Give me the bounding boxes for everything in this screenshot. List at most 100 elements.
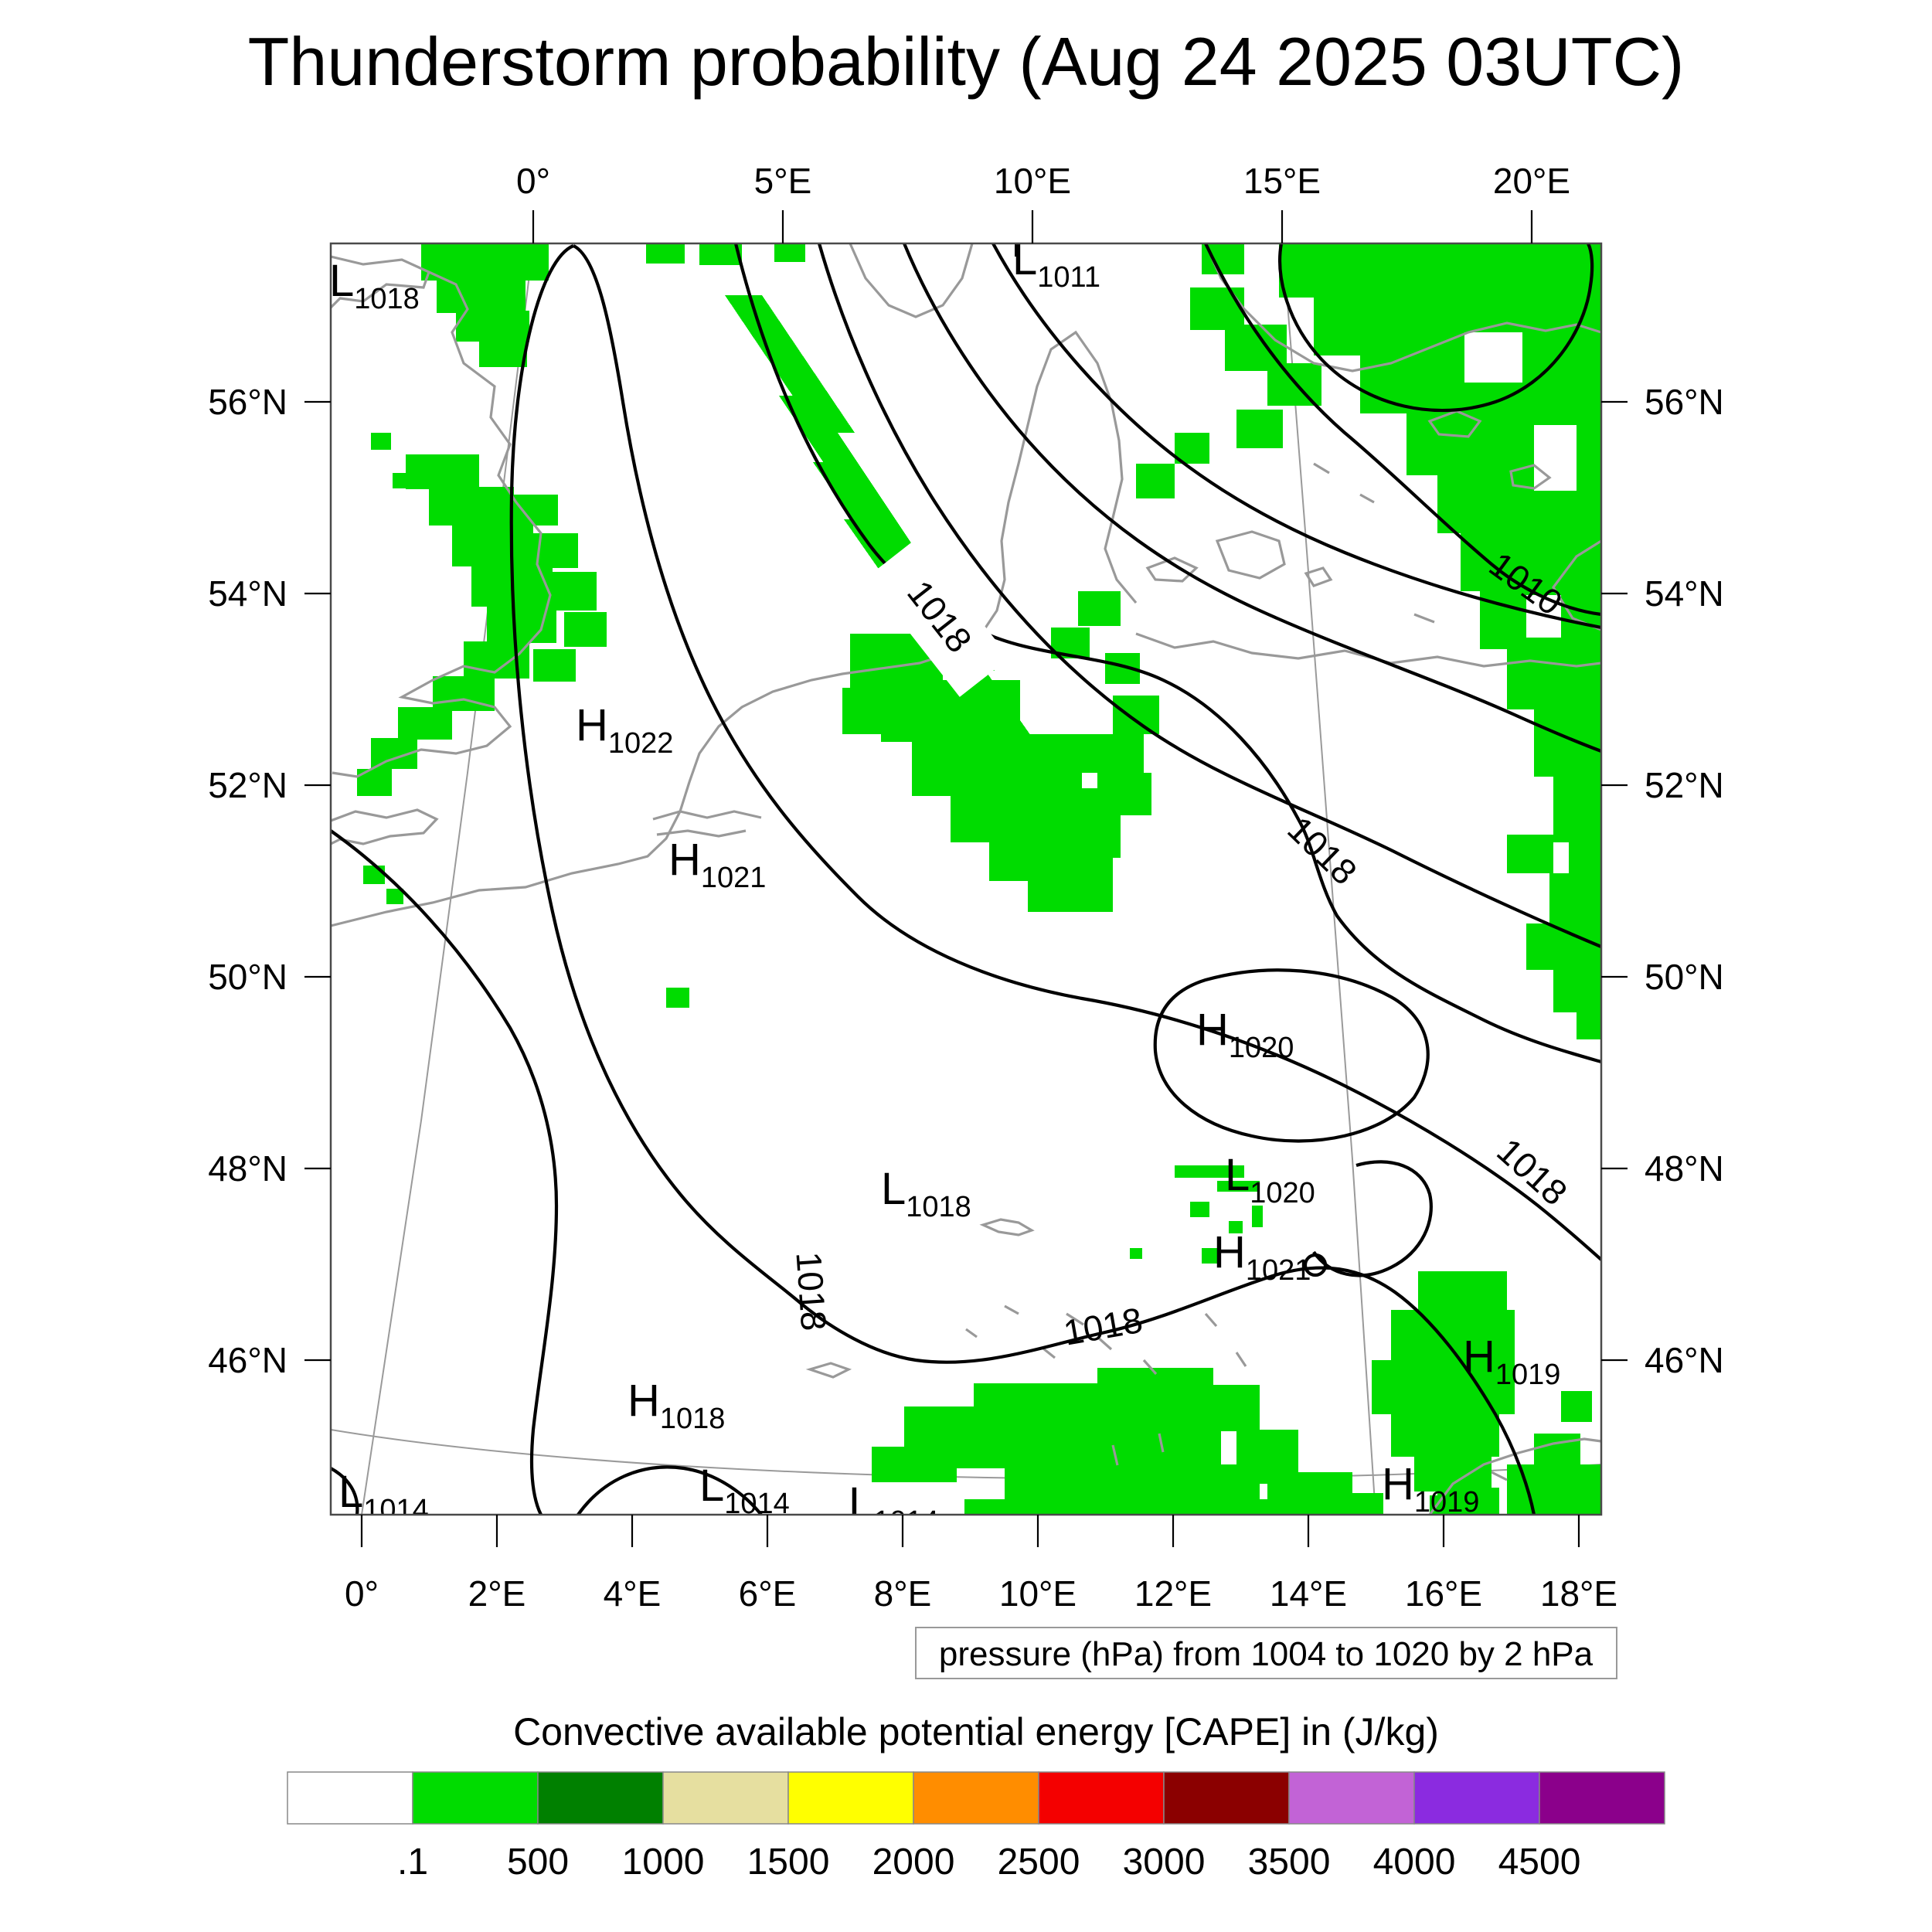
isobars xyxy=(331,243,1601,1515)
cape-region-nw-germany xyxy=(666,634,1159,1008)
cape-region-baltic-south xyxy=(1526,873,1601,1039)
axis-ticks xyxy=(304,210,1628,1547)
legend-tick-label: 4500 xyxy=(1498,1842,1581,1883)
left-axis-label: 50°N xyxy=(208,957,287,997)
contour-label: 1018 xyxy=(788,1250,834,1332)
cape-region-pannonia-specks xyxy=(1130,1165,1263,1264)
right-axis-label: 52°N xyxy=(1645,765,1724,805)
top-axis-label: 15°E xyxy=(1243,161,1321,201)
legend-cell xyxy=(913,1771,1039,1825)
pressure-center: L1011 xyxy=(1012,234,1100,294)
pressure-center: L1020 xyxy=(1225,1150,1315,1209)
pressure-center: L1014 xyxy=(338,1467,429,1526)
bottom-axis-label: 8°E xyxy=(874,1573,932,1614)
isobar-1014-corner xyxy=(331,1467,359,1515)
right-axis-label: 50°N xyxy=(1645,957,1724,997)
coastline-nl-delta xyxy=(652,810,762,838)
cape-shading xyxy=(357,243,1601,1515)
isobar-1021-pocket xyxy=(1312,1160,1433,1277)
legend-tick-label: 3000 xyxy=(1123,1842,1206,1883)
legend-cell xyxy=(1163,1771,1290,1825)
pressure-center-label-box xyxy=(842,1482,964,1515)
cape-legend: Convective available potential energy [C… xyxy=(287,1710,1665,1883)
pressure-caption-box xyxy=(915,1627,1617,1679)
right-axis-label: 56°N xyxy=(1645,382,1724,422)
legend-cell xyxy=(1288,1771,1415,1825)
left-axis-label: 52°N xyxy=(208,765,287,805)
top-axis-label: 20°E xyxy=(1493,161,1570,201)
axis-labels: 0° 5°E 10°E 15°E 20°E 56°N 54°N 52°N 50°… xyxy=(208,161,1724,1614)
isobar-1018-north xyxy=(733,243,1601,1064)
legend-tick-label: 500 xyxy=(507,1842,569,1883)
coastline-sweden xyxy=(1204,243,1601,490)
right-axis-label: 48°N xyxy=(1645,1148,1724,1189)
pressure-center: L1018 xyxy=(329,256,420,315)
bottom-axis-label: 4°E xyxy=(604,1573,662,1614)
legend-cell xyxy=(1539,1771,1665,1825)
cape-region-denmark xyxy=(1051,433,1209,684)
page-title: Thunderstorm probability (Aug 24 2025 03… xyxy=(248,23,1685,100)
left-axis-label: 48°N xyxy=(208,1148,287,1189)
bottom-axis-label: 0° xyxy=(345,1573,379,1614)
legend-tick-label: 1000 xyxy=(622,1842,705,1883)
cape-region-alps xyxy=(872,1368,1383,1515)
isobar-trough-3 xyxy=(992,243,1601,630)
bottom-axis-label: 6°E xyxy=(739,1573,797,1614)
cape-region-baltic-sweden xyxy=(1279,243,1601,900)
pressure-center: H1019 xyxy=(1463,1332,1560,1391)
contour-label-box xyxy=(866,538,1010,697)
legend-cell xyxy=(1038,1771,1165,1825)
bottom-axis-label: 12°E xyxy=(1134,1573,1212,1614)
pressure-center: H1021 xyxy=(1213,1227,1311,1287)
coastline-alpine-lakes xyxy=(965,1304,1508,1481)
coastline-danish-isles xyxy=(1145,530,1333,587)
coastline-baltic-gulf xyxy=(1313,462,1601,631)
isobar-1018-ridge-east xyxy=(572,244,1601,1261)
right-ticks xyxy=(1601,400,1628,1362)
top-axis-label: 10°E xyxy=(994,161,1071,201)
left-axis-label: 54°N xyxy=(208,573,287,614)
coastline-bodensee xyxy=(979,1218,1035,1236)
right-axis-label: 54°N xyxy=(1645,573,1724,614)
bottom-axis-label: 16°E xyxy=(1405,1573,1482,1614)
bottom-axis-label: 2°E xyxy=(468,1573,526,1614)
pressure-center: H1021 xyxy=(668,835,766,894)
isobar-small-closed xyxy=(1303,1253,1328,1277)
cape-region-ne-alps xyxy=(1372,1271,1515,1515)
isobar-trough-2 xyxy=(903,243,1601,753)
left-ticks xyxy=(304,400,331,1362)
legend-title: Convective available potential energy [C… xyxy=(513,1710,1439,1753)
graticule-meridian-15e xyxy=(1282,243,1376,1515)
legend-tick-label: 2000 xyxy=(872,1842,955,1883)
coastline-britain xyxy=(331,255,552,845)
legend-tick-label: 1500 xyxy=(747,1842,830,1883)
isobar-1018-ridge-west xyxy=(509,244,1536,1515)
cape-region-scotland xyxy=(371,243,549,488)
coastline-adriatic xyxy=(1428,1437,1601,1515)
isobar-1011-loop xyxy=(1278,243,1594,413)
isobar-trough-1 xyxy=(817,243,1601,948)
legend-tick-labels: .1 500 1000 1500 2000 2500 3000 3500 400… xyxy=(397,1842,1580,1883)
legend-tick-label: 4000 xyxy=(1373,1842,1456,1883)
isobar-1020-bohemia-loop xyxy=(1153,968,1430,1143)
top-ticks xyxy=(532,210,1533,243)
bottom-axis-label: 18°E xyxy=(1540,1573,1617,1614)
bottom-axis-label: 14°E xyxy=(1270,1573,1347,1614)
coastline-lake-geneva xyxy=(805,1362,852,1379)
top-axis-label: 0° xyxy=(516,161,550,201)
right-axis-label: 46°N xyxy=(1645,1340,1724,1380)
legend-cell xyxy=(1413,1771,1540,1825)
pressure-center: H1022 xyxy=(576,700,673,760)
pressure-center: L1018 xyxy=(881,1164,971,1223)
isobar-1016-southwest xyxy=(331,829,559,1515)
left-axis-label: 56°N xyxy=(208,382,287,422)
graticule-meridian-0e xyxy=(361,243,534,1515)
legend-tick-label: 2500 xyxy=(998,1842,1080,1883)
isobar-1010 xyxy=(1204,243,1601,617)
pressure-center: L1014 xyxy=(849,1478,939,1538)
top-axis-label: 5°E xyxy=(754,161,812,201)
legend-cell xyxy=(787,1771,914,1825)
pressure-center: H1020 xyxy=(1196,1005,1294,1064)
